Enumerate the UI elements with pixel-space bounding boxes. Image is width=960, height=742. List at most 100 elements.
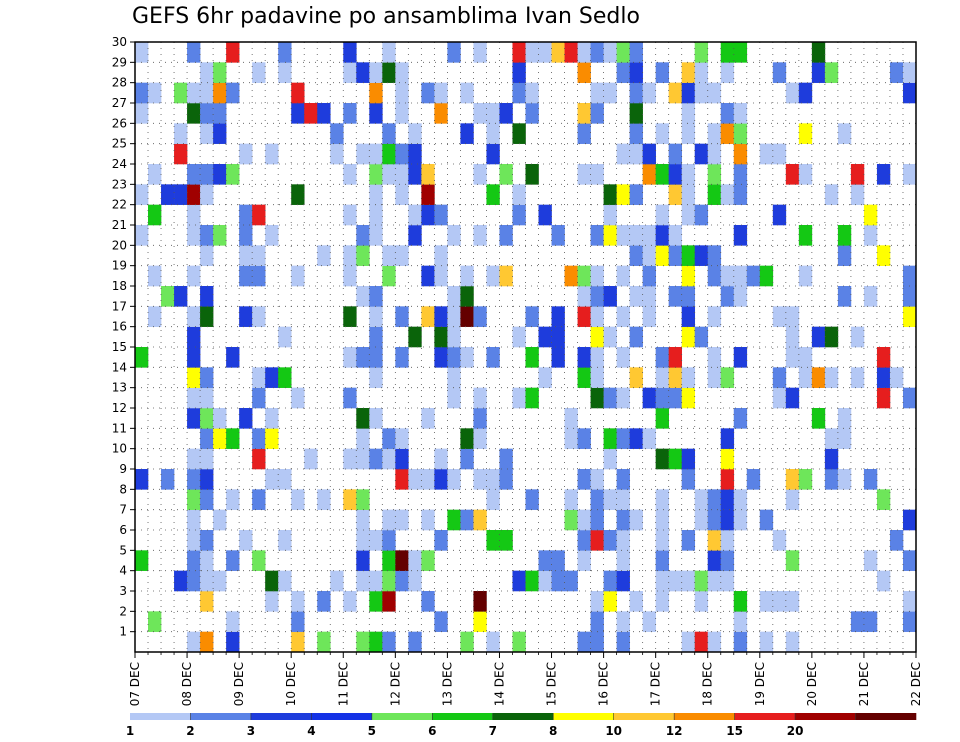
heatmap-cell xyxy=(239,265,253,287)
y-tick-label: 17 xyxy=(112,299,127,313)
heatmap-cell xyxy=(265,469,279,490)
heatmap-cell xyxy=(590,591,604,612)
heatmap-cell xyxy=(785,550,800,571)
heatmap-cell xyxy=(902,265,917,287)
x-tick-label: 13 DEC xyxy=(440,662,454,706)
heatmap-cell xyxy=(343,448,357,470)
heatmap-cell xyxy=(473,387,487,409)
heatmap-cell xyxy=(252,387,266,409)
heatmap-cell xyxy=(135,469,149,490)
heatmap-cell xyxy=(707,123,722,144)
heatmap-cell xyxy=(876,570,891,592)
x-tick-label: 11 DEC xyxy=(336,662,350,706)
heatmap-cell xyxy=(226,489,240,510)
heatmap-cell xyxy=(707,530,722,551)
heatmap-cell xyxy=(772,530,787,551)
heatmap-cell xyxy=(759,143,774,165)
heatmap-cell xyxy=(681,469,696,490)
heatmap-cell xyxy=(772,62,787,83)
heatmap-cell xyxy=(382,245,396,266)
heatmap-cell xyxy=(720,570,735,592)
heatmap-cell xyxy=(408,469,422,490)
heatmap-cell xyxy=(473,428,487,449)
x-tick-label: 22 DEC xyxy=(909,662,923,706)
heatmap-cell xyxy=(642,164,656,185)
heatmap-cell xyxy=(486,123,500,144)
heatmap-cell xyxy=(200,245,214,266)
heatmap-cell xyxy=(148,204,162,226)
heatmap-cell xyxy=(434,530,448,551)
heatmap-cell xyxy=(668,387,682,409)
heatmap-cell xyxy=(512,42,526,63)
heatmap-cell xyxy=(512,184,526,205)
heatmap-cell xyxy=(291,82,305,104)
heatmap-cell xyxy=(798,225,813,246)
y-tick-label: 25 xyxy=(112,137,127,151)
heatmap-cell xyxy=(876,347,891,368)
heatmap-cell xyxy=(603,448,617,470)
heatmap-cell xyxy=(148,611,162,632)
heatmap-cell xyxy=(460,448,474,470)
heatmap-cell xyxy=(720,103,735,124)
heatmap-cell xyxy=(785,489,800,510)
y-tick-label: 22 xyxy=(112,198,127,212)
heatmap-cell xyxy=(642,225,656,246)
heatmap-cell xyxy=(577,286,591,307)
heatmap-cell xyxy=(395,103,409,124)
heatmap-cell xyxy=(902,387,917,409)
heatmap-cell xyxy=(733,265,748,287)
y-tick-label: 14 xyxy=(112,360,127,374)
heatmap-cell xyxy=(135,184,149,205)
heatmap-cell xyxy=(681,103,696,124)
heatmap-cell xyxy=(668,448,682,470)
y-tick-label: 26 xyxy=(112,116,127,130)
heatmap-cell xyxy=(590,387,604,409)
heatmap-cell xyxy=(265,591,279,612)
heatmap-cell xyxy=(317,245,331,266)
heatmap-cell xyxy=(369,225,383,246)
heatmap-cell xyxy=(200,367,214,388)
heatmap-cell xyxy=(265,570,279,592)
heatmap-cell xyxy=(369,143,383,165)
heatmap-cell xyxy=(499,103,513,124)
heatmap-cell xyxy=(681,184,696,205)
heatmap-cell xyxy=(213,164,227,185)
heatmap-cell xyxy=(213,428,227,449)
heatmap-cell xyxy=(317,631,331,653)
heatmap-cell xyxy=(577,42,591,63)
heatmap-cell xyxy=(551,225,565,246)
heatmap-cell xyxy=(668,184,682,205)
heatmap-cell xyxy=(395,306,409,327)
x-tick-label: 20 DEC xyxy=(805,662,819,706)
colorbar-label: 4 xyxy=(307,724,315,738)
heatmap-cell xyxy=(603,591,617,612)
heatmap-cell xyxy=(694,204,709,226)
heatmap-cell xyxy=(486,103,500,124)
heatmap-cell xyxy=(707,631,722,653)
heatmap-cell xyxy=(161,286,175,307)
heatmap-cell xyxy=(681,306,696,327)
heatmap-cell xyxy=(421,408,435,429)
colorbar-swatch xyxy=(250,713,312,720)
heatmap-cell xyxy=(473,42,487,63)
heatmap-cell xyxy=(681,245,696,266)
heatmap-cell xyxy=(655,570,669,592)
y-tick-label: 20 xyxy=(112,238,127,252)
heatmap-cell xyxy=(577,164,591,185)
heatmap-cell xyxy=(811,62,826,83)
heatmap-cell xyxy=(577,62,591,83)
heatmap-cell xyxy=(408,631,422,653)
heatmap-cell xyxy=(200,225,214,246)
heatmap-cell xyxy=(239,143,253,165)
heatmap-cell xyxy=(447,347,461,368)
heatmap-cell xyxy=(187,489,201,510)
heatmap-cell xyxy=(642,387,656,409)
heatmap-cell xyxy=(616,509,630,531)
heatmap-cell xyxy=(876,367,891,388)
colorbar: 1 2 3 4 5 6 7 8 10 12 15 20 xyxy=(126,713,917,738)
y-tick-label: 27 xyxy=(112,96,127,110)
heatmap-cell xyxy=(213,62,227,83)
heatmap-cell xyxy=(551,347,565,368)
heatmap-cell xyxy=(148,82,162,104)
heatmap-cell xyxy=(421,265,435,287)
